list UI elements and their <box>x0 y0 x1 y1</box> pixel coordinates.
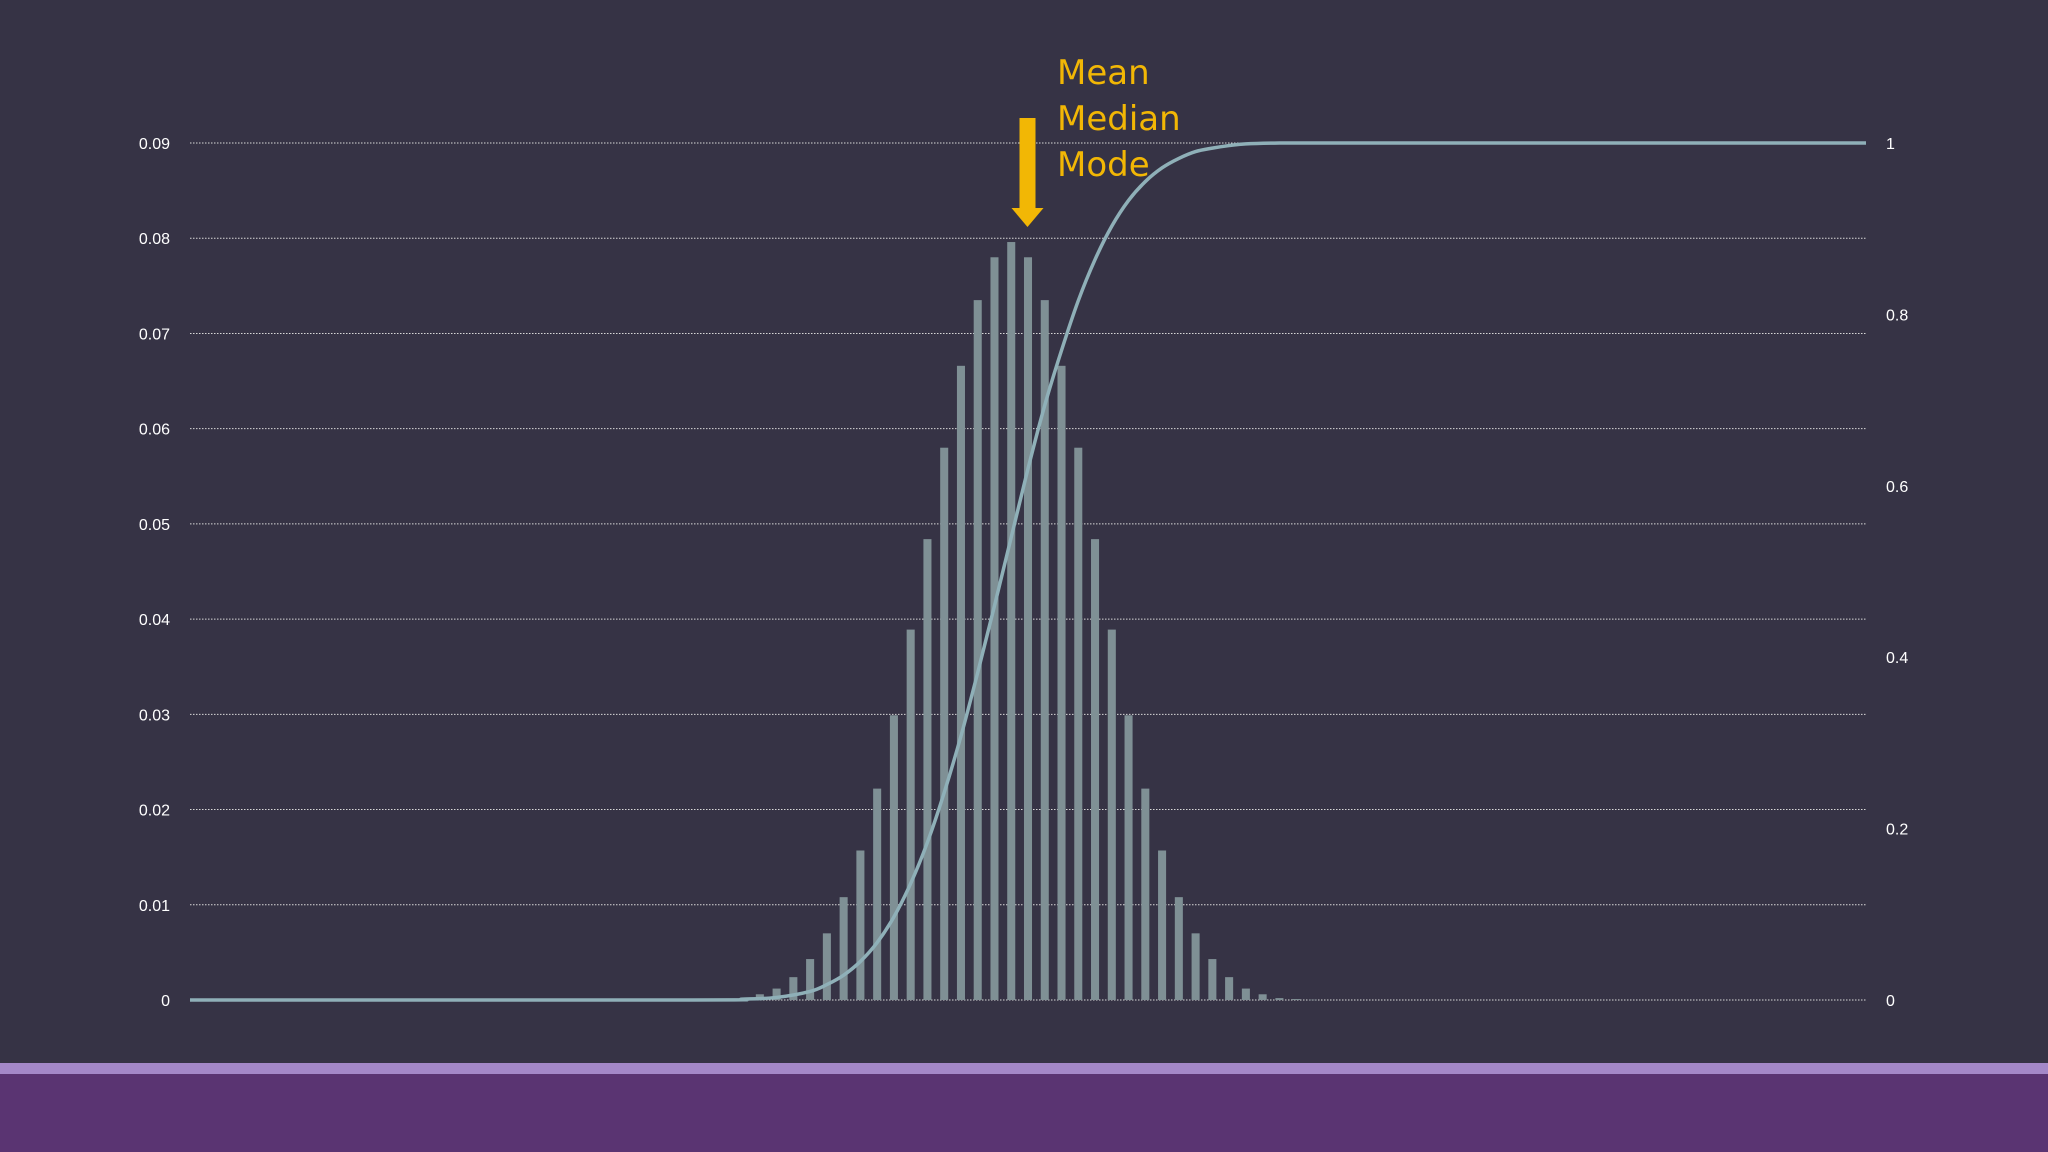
bar <box>873 788 882 1000</box>
bar <box>1292 999 1301 1000</box>
chart: 00.010.020.030.040.050.060.070.080.09 00… <box>139 53 1908 1010</box>
annotation-mean: Mean <box>1057 53 1150 93</box>
y2-axis-ticks: 0 0.2 0.4 0.6 0.8 1 <box>1886 136 1908 1010</box>
bar <box>1023 257 1033 1000</box>
bar <box>1241 988 1250 1000</box>
y2-tick-label: 0.2 <box>1886 822 1908 839</box>
y-tick-label: 0.06 <box>139 422 170 439</box>
y-tick-label: 0.02 <box>139 803 170 820</box>
cdf-line <box>189 141 1866 1002</box>
y2-tick-label: 0.6 <box>1886 479 1908 496</box>
y-tick-label: 0.07 <box>139 326 170 343</box>
bar <box>889 715 898 1000</box>
arrow-head <box>1011 208 1044 227</box>
bar <box>1091 539 1100 1000</box>
bar <box>856 850 865 1000</box>
footer-bar <box>0 1074 2048 1152</box>
arrow-icon <box>1011 118 1044 227</box>
y2-tick-label: 0.8 <box>1886 307 1908 324</box>
y-tick-label: 0.09 <box>139 136 170 153</box>
annotation-median: Median <box>1057 99 1181 139</box>
y-axis-ticks: 0 0.01 0.02 0.03 0.04 0.05 0.06 0.07 0.08 0.09 <box>139 136 170 1010</box>
y2-tick-label: 0.4 <box>1886 650 1908 667</box>
bar <box>990 257 999 1000</box>
footer-accent-bar <box>0 1063 2048 1074</box>
y-tick-label: 0 <box>161 993 170 1010</box>
y-tick-label: 0.03 <box>139 707 170 724</box>
annotation-mode: Mode <box>1057 145 1150 185</box>
bar <box>906 629 915 1000</box>
bar <box>1074 447 1083 1000</box>
bar <box>1225 977 1234 1000</box>
bar <box>839 897 848 1000</box>
y2-tick-label: 1 <box>1886 136 1895 153</box>
y-tick-label: 0.04 <box>139 612 170 629</box>
bar <box>789 977 798 1000</box>
bar <box>1208 959 1217 1000</box>
bar <box>956 365 965 1000</box>
bar <box>1107 629 1116 1000</box>
bar <box>1040 300 1049 1000</box>
bar <box>973 300 982 1000</box>
y-tick-label: 0.08 <box>139 231 170 248</box>
arrow-shaft <box>1019 118 1036 208</box>
bar <box>1191 933 1200 1000</box>
y-tick-label: 0.01 <box>139 898 170 915</box>
bar <box>1158 850 1167 1000</box>
bar <box>923 539 932 1000</box>
bar <box>1308 999 1317 1001</box>
bar <box>822 933 831 1000</box>
y-tick-label: 0.05 <box>139 517 170 534</box>
bar <box>1124 715 1133 1000</box>
bar <box>806 959 815 1000</box>
bar <box>940 447 949 1000</box>
bar <box>772 988 781 1000</box>
bar <box>1141 788 1150 1000</box>
bar <box>1174 897 1183 1000</box>
histogram-bars <box>739 242 1317 1001</box>
bar <box>1057 365 1066 1000</box>
y2-tick-label: 0 <box>1886 993 1895 1010</box>
bar <box>1258 994 1267 1000</box>
bar <box>1007 242 1016 1000</box>
bar <box>1275 998 1284 1000</box>
